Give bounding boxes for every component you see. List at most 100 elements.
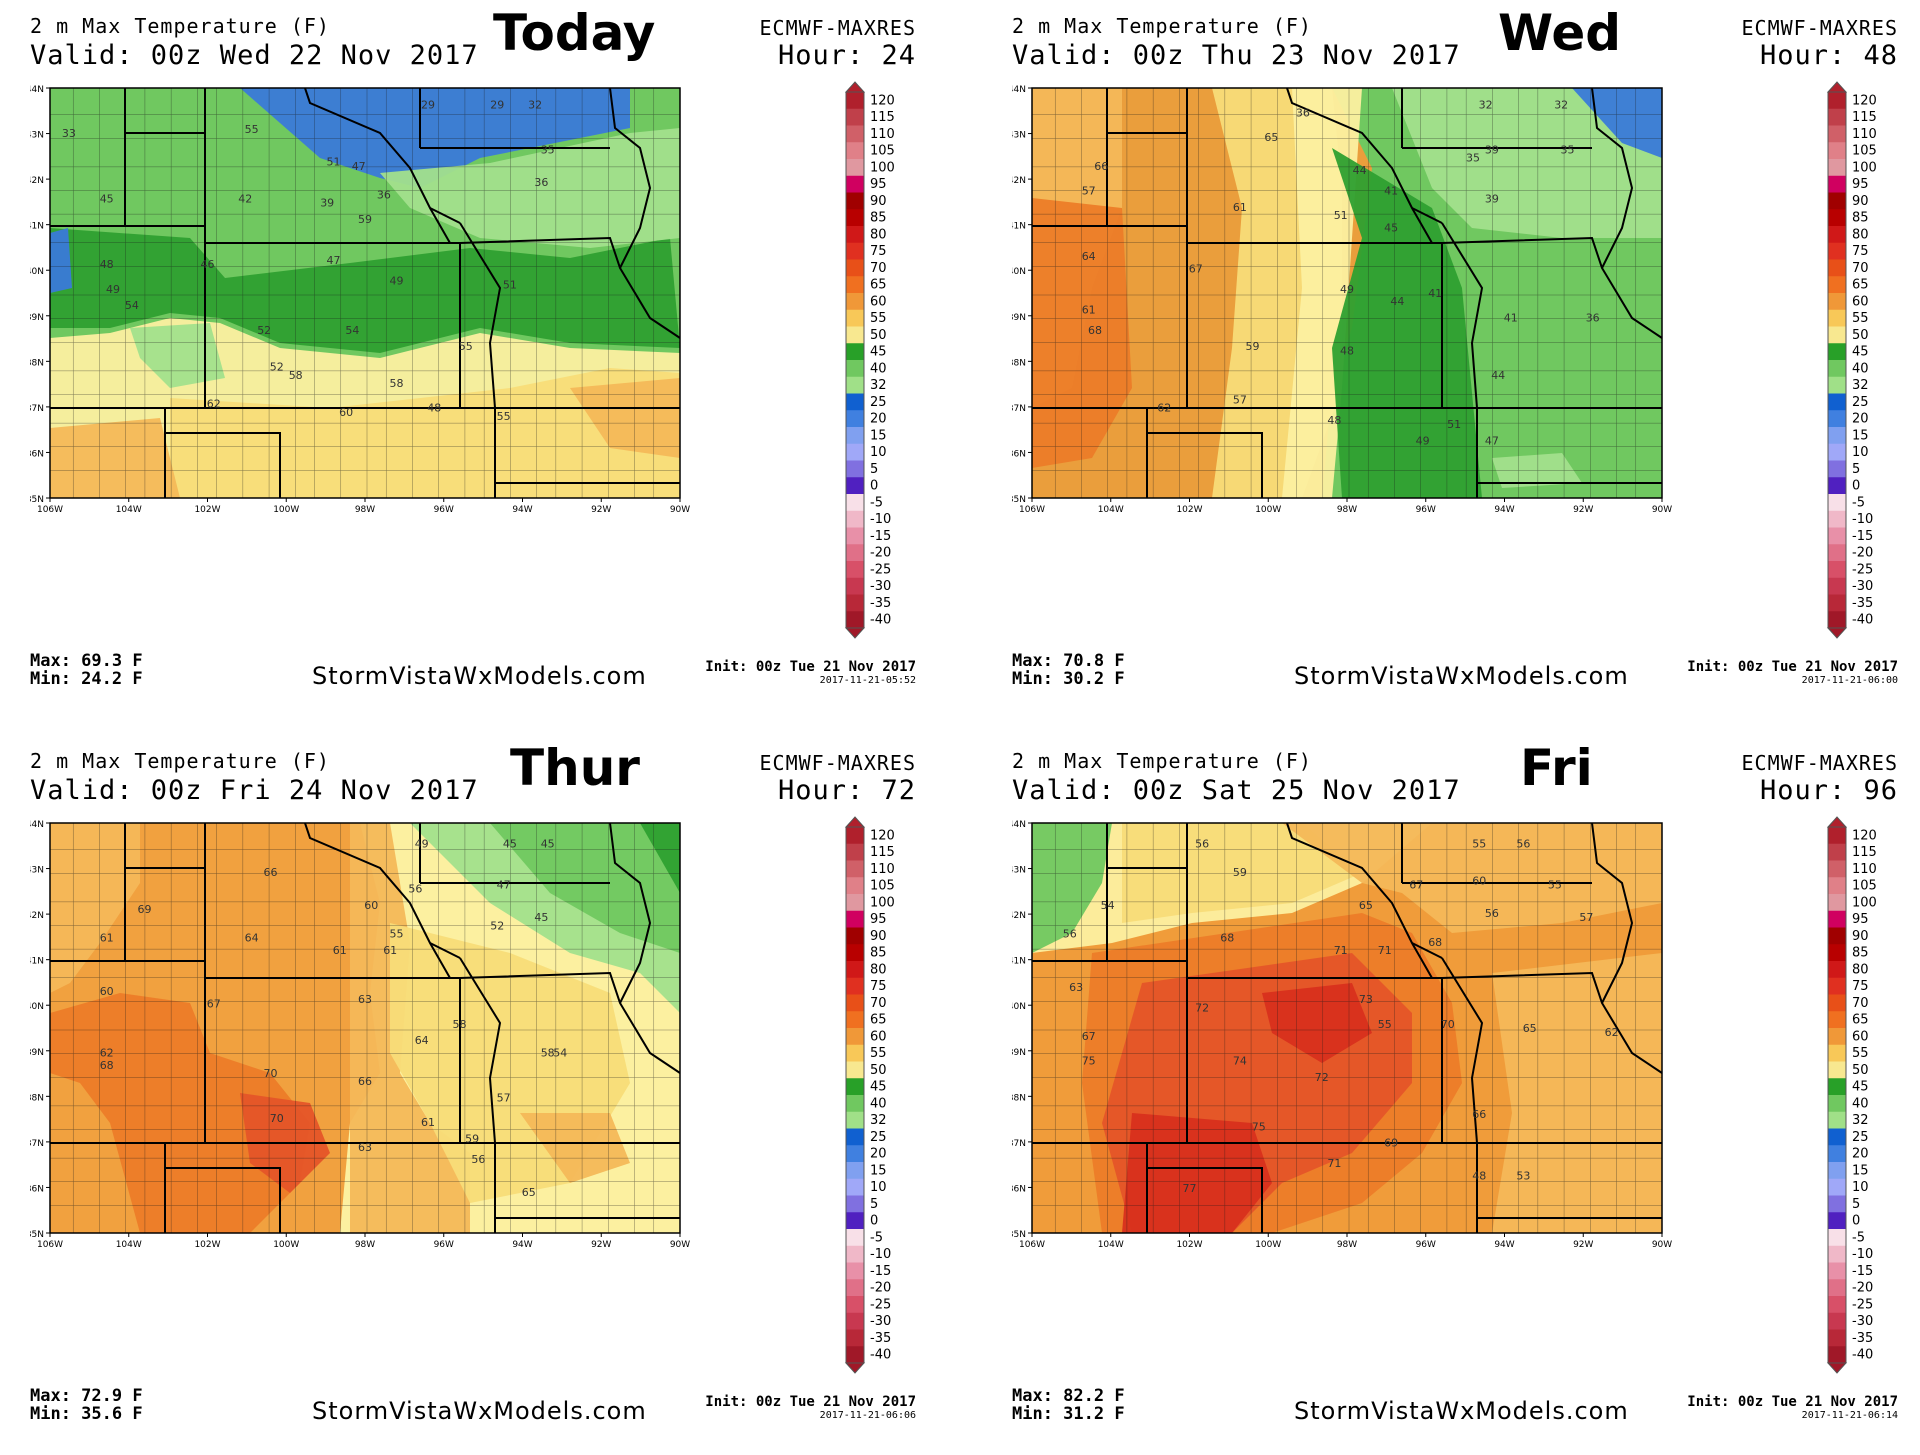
temperature-label: 36 xyxy=(1586,312,1600,325)
legend-swatch xyxy=(846,1296,864,1314)
legend-label: 10 xyxy=(1852,1180,1869,1195)
legend-label: 55 xyxy=(1852,1046,1869,1061)
color-legend: 1201151101051009590858075706560555045403… xyxy=(844,81,895,639)
legend-arrow-bottom xyxy=(1826,1362,1848,1374)
lon-label: 90W xyxy=(1652,1240,1672,1250)
legend-swatch xyxy=(1828,293,1846,311)
legend-label: 5 xyxy=(1852,1197,1860,1212)
legend-swatch xyxy=(1828,477,1846,495)
temperature-label: 47 xyxy=(497,878,511,891)
legend-swatch xyxy=(846,594,864,612)
legend-swatch xyxy=(1828,1128,1846,1146)
legend-swatch xyxy=(846,293,864,311)
lat-label: 43N xyxy=(30,866,44,876)
temperature-map: 49 45 45 66 47 69 56 45 60 55 52 61 64 61 61 60 63 67 58 64… xyxy=(30,820,690,1250)
temperature-label: 70 xyxy=(264,1067,278,1080)
legend-label: 115 xyxy=(1852,110,1877,125)
legend-label: 95 xyxy=(870,912,887,927)
max-value: Max: 70.8 F xyxy=(1012,651,1125,671)
temperature-label: 63 xyxy=(1069,981,1083,994)
legend-swatch xyxy=(1828,577,1846,595)
legend-swatch xyxy=(1828,142,1846,160)
state-borders xyxy=(50,823,680,1233)
legend-swatch xyxy=(1828,1044,1846,1062)
state-border xyxy=(1411,207,1443,224)
init-time: Init: 00z Tue 21 Nov 2017 2017-11-21-06:… xyxy=(1687,660,1898,688)
legend-label: 120 xyxy=(1852,93,1877,108)
legend-label: -10 xyxy=(1852,1247,1873,1262)
legend-swatch xyxy=(846,1312,864,1330)
legend-label: 80 xyxy=(1852,227,1869,242)
legend-label: 75 xyxy=(1852,979,1869,994)
legend-swatch xyxy=(846,1279,864,1297)
legend-swatch xyxy=(846,259,864,277)
temperature-label: 35 xyxy=(1466,152,1480,165)
legend-swatch xyxy=(846,1028,864,1046)
legend-swatch xyxy=(846,1195,864,1213)
legend-swatch xyxy=(846,209,864,227)
temperature-label: 67 xyxy=(1189,262,1203,275)
legend-swatch xyxy=(1828,108,1846,126)
temperature-label: 35 xyxy=(1561,143,1575,156)
legend-swatch xyxy=(846,477,864,495)
legend-swatch xyxy=(846,994,864,1012)
legend-swatch xyxy=(1828,326,1846,344)
legend-swatch xyxy=(846,460,864,478)
legend-label: 15 xyxy=(1852,428,1869,443)
legend-swatch xyxy=(846,125,864,143)
day-label: Wed xyxy=(1498,4,1622,62)
lon-label: 90W xyxy=(1652,505,1672,515)
temperature-label: 45 xyxy=(100,193,114,206)
temperature-label: 70 xyxy=(270,1112,284,1125)
temperature-zone xyxy=(490,823,680,953)
legend-label: 85 xyxy=(870,946,887,961)
lon-label: 106W xyxy=(1019,505,1045,515)
legend-swatch xyxy=(1828,961,1846,979)
temperature-label: 56 xyxy=(1516,837,1530,850)
temperature-label: 59 xyxy=(1246,340,1260,353)
legend-label: 70 xyxy=(870,996,887,1011)
legend-label: -35 xyxy=(870,1331,891,1346)
legend-swatch xyxy=(1828,1262,1846,1280)
legend-swatch xyxy=(1828,226,1846,244)
lat-label: 37N xyxy=(30,404,44,414)
legend-label: 115 xyxy=(1852,845,1877,860)
legend-swatch xyxy=(1828,910,1846,928)
county-lines xyxy=(50,823,680,1233)
temperature-label: 56 xyxy=(1485,907,1499,920)
legend-label: 95 xyxy=(1852,177,1869,192)
model-name: ECMWF-MAXRES xyxy=(1741,16,1898,40)
legend-label: -35 xyxy=(1852,596,1873,611)
legend-label: -40 xyxy=(1852,613,1873,628)
temperature-label: 60 xyxy=(339,406,353,419)
legend-swatch xyxy=(846,827,864,845)
legend-swatch xyxy=(846,159,864,177)
legend-label: 105 xyxy=(1852,144,1877,159)
lon-label: 98W xyxy=(355,505,375,515)
legend-label: 65 xyxy=(1852,278,1869,293)
legend-label: 0 xyxy=(1852,1214,1860,1229)
lat-label: 44N xyxy=(1012,820,1026,830)
legend-label: 0 xyxy=(870,479,878,494)
state-border xyxy=(304,823,451,979)
temperature-zone xyxy=(1032,198,1132,468)
legend-arrow-bottom xyxy=(844,1362,866,1374)
lat-label: 44N xyxy=(30,85,44,95)
legend-swatch xyxy=(846,1095,864,1113)
temperature-label: 47 xyxy=(327,254,341,267)
temperature-label: 56 xyxy=(408,883,422,896)
legend-label: 32 xyxy=(870,1113,887,1128)
lat-label: 38N xyxy=(30,1093,44,1103)
legend-label: 25 xyxy=(1852,395,1869,410)
temperature-label: 44 xyxy=(1491,369,1505,382)
state-border xyxy=(304,88,451,244)
temperature-label: 73 xyxy=(1359,993,1373,1006)
legend-swatch xyxy=(846,527,864,545)
lon-label: 102W xyxy=(194,1240,220,1250)
temperature-label: 54 xyxy=(345,324,359,337)
legend-swatch xyxy=(1828,1312,1846,1330)
legend-label: 60 xyxy=(1852,1029,1869,1044)
temperature-label: 41 xyxy=(1384,184,1398,197)
temperature-map: 29 29 32 35 36 51 55 39 59 36 47 42 45 48 49 46 47 49 51 54… xyxy=(30,85,690,515)
legend-label: 65 xyxy=(1852,1013,1869,1028)
